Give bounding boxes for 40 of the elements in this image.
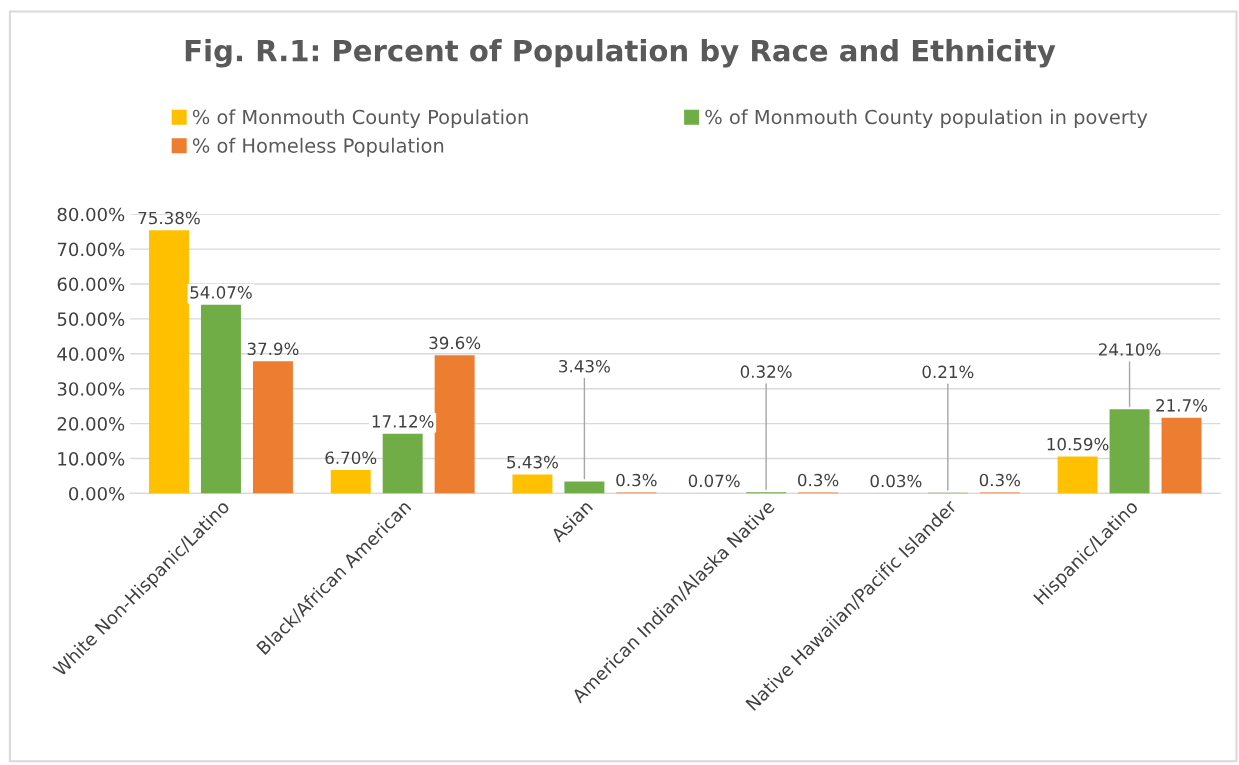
data-label: 0.03% [870,474,922,488]
legend-label: % of Monmouth County Population [192,109,528,129]
y-tick-label: 60.00% [57,277,125,292]
bar [252,361,293,494]
data-label: 54.07% [190,286,252,299]
data-label: 10.59% [1047,437,1109,451]
data-label: 0.3% [798,473,839,487]
data-label: 0.32% [740,365,792,378]
data-label: 24.10% [1099,343,1161,356]
data-label: 39.6% [429,336,481,350]
bar [1161,417,1202,494]
y-tick-label: 70.00% [57,242,125,257]
data-label: 3.43% [559,359,610,373]
y-tick-label: 50.00% [57,312,125,327]
y-tick-label: 80.00% [57,207,125,222]
bar [1109,409,1150,494]
legend-label: % of Monmouth County population in poverty [705,109,1148,129]
bar [330,470,371,494]
data-label: 0.3% [616,473,657,487]
y-tick-label: 10.00% [58,451,125,466]
bar [434,355,475,494]
y-tick-label: 30.00% [57,382,125,396]
data-label: 0.3% [979,473,1021,487]
data-label: 17.12% [372,415,434,428]
bar [1057,456,1098,494]
y-tick-label: 0.00% [69,486,125,501]
bar [512,474,553,494]
data-label: 6.70% [325,451,377,465]
y-tick-label: 20.00% [57,417,125,431]
data-label: 75.38% [138,211,200,225]
bar [564,481,605,494]
data-label: 0.21% [922,365,974,379]
bar [148,230,189,494]
y-tick-label: 40.00% [57,347,125,361]
data-label: 37.9% [247,342,299,356]
data-label: 0.07% [688,474,740,488]
chart-title: Fig. R.1: Percent of Population by Race and Ethnicity [185,39,1056,68]
data-label: 21.7% [1156,399,1208,412]
data-label: 5.43% [507,455,558,469]
legend-label: % of Homeless Population [192,137,444,157]
